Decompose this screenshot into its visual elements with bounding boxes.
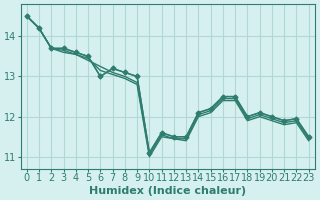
X-axis label: Humidex (Indice chaleur): Humidex (Indice chaleur) <box>89 186 246 196</box>
